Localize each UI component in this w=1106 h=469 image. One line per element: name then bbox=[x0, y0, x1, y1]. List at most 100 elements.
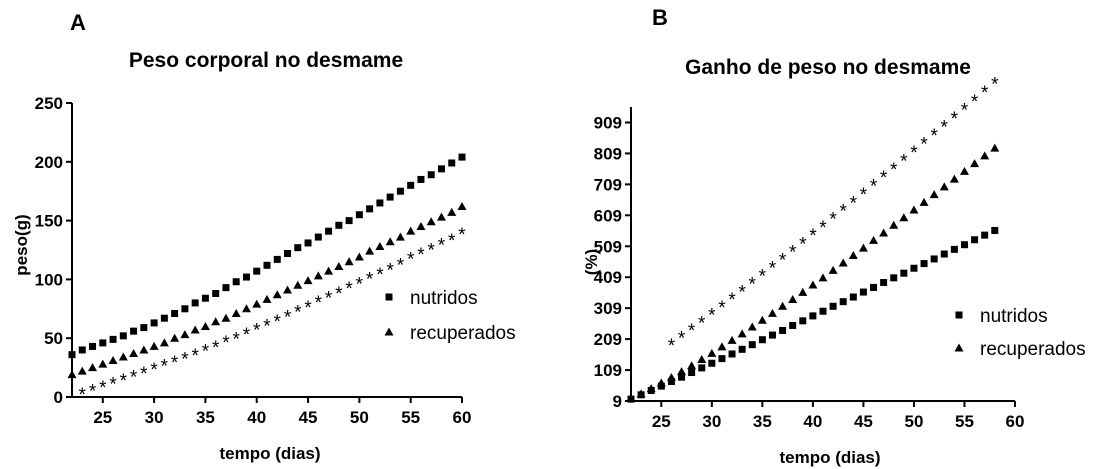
data-point-nutridos bbox=[150, 319, 158, 327]
data-point-nutridos bbox=[99, 339, 107, 347]
data-point-recuperados bbox=[67, 370, 77, 379]
data-point-nutridos bbox=[242, 273, 250, 281]
y-tick-label: 709 bbox=[594, 175, 622, 194]
data-point-recuperados bbox=[747, 322, 757, 331]
data-point-nutridos bbox=[325, 227, 333, 235]
data-point-recuperados bbox=[200, 321, 210, 330]
significance-star: * bbox=[263, 317, 271, 338]
significance-star: * bbox=[749, 274, 757, 295]
data-point-recuperados bbox=[283, 285, 293, 294]
data-point-nutridos bbox=[191, 299, 199, 307]
data-point-nutridos bbox=[738, 345, 746, 353]
y-tick-label: 309 bbox=[594, 299, 622, 318]
data-point-nutridos bbox=[890, 274, 898, 282]
significance-star: * bbox=[438, 236, 446, 257]
data-point-nutridos bbox=[971, 236, 979, 244]
data-point-recuperados bbox=[646, 384, 656, 393]
data-point-nutridos bbox=[160, 314, 168, 322]
data-point-recuperados bbox=[385, 237, 395, 246]
series-recuperados bbox=[67, 201, 467, 379]
data-point-recuperados bbox=[869, 235, 879, 244]
y-tick-label: 50 bbox=[44, 329, 63, 348]
data-point-nutridos bbox=[950, 245, 958, 253]
data-point-nutridos bbox=[366, 205, 374, 213]
significance-star: * bbox=[991, 74, 999, 95]
data-point-recuperados bbox=[180, 330, 190, 339]
data-point-nutridos bbox=[758, 336, 766, 344]
significance-star: * bbox=[222, 333, 230, 354]
panel-b-title: Ganho de peso no desmame bbox=[685, 56, 971, 79]
data-point-recuperados bbox=[858, 243, 868, 252]
significance-star: * bbox=[728, 290, 736, 311]
significance-star: * bbox=[769, 259, 777, 280]
data-point-nutridos bbox=[201, 294, 209, 302]
data-point-recuperados bbox=[272, 290, 282, 299]
data-point-nutridos bbox=[920, 260, 928, 268]
panel-b-y-axis-title: (%) bbox=[582, 249, 601, 275]
significance-star: * bbox=[171, 353, 179, 374]
panel-a-marks: * * * * * * * * * * * * * * * * * * * * * * * * * * * * * * * * * * * * * * bbox=[67, 153, 467, 406]
significance-star: * bbox=[870, 177, 878, 198]
data-point-nutridos bbox=[78, 346, 86, 354]
data-point-nutridos bbox=[698, 364, 706, 372]
data-point-nutridos bbox=[819, 307, 827, 315]
data-point-recuperados bbox=[788, 294, 798, 303]
x-tick-label: 40 bbox=[803, 412, 822, 431]
data-point-recuperados bbox=[939, 182, 949, 191]
significance-star: * bbox=[386, 260, 394, 281]
x-tick-label: 35 bbox=[753, 412, 772, 431]
y-tick-label: 409 bbox=[594, 268, 622, 287]
legend-marker-nutridos bbox=[385, 293, 393, 301]
data-point-nutridos bbox=[109, 335, 117, 343]
data-point-recuperados bbox=[324, 266, 334, 275]
data-point-recuperados bbox=[757, 315, 767, 324]
data-point-recuperados bbox=[159, 338, 169, 347]
significance-star: * bbox=[79, 385, 87, 406]
legend-marker-recuperados bbox=[954, 343, 964, 352]
data-point-recuperados bbox=[365, 246, 375, 255]
data-point-recuperados bbox=[828, 265, 838, 274]
panel-a-x-axis-title: tempo (dias) bbox=[219, 444, 320, 463]
data-point-nutridos bbox=[448, 159, 456, 167]
data-point-recuperados bbox=[241, 304, 251, 313]
y-tick-label: 150 bbox=[35, 212, 63, 231]
data-point-nutridos bbox=[376, 199, 384, 207]
significance-star: * bbox=[304, 298, 312, 319]
data-point-recuperados bbox=[231, 309, 241, 318]
data-point-nutridos bbox=[140, 324, 148, 332]
data-point-nutridos bbox=[960, 241, 968, 249]
significance-star: * bbox=[951, 109, 959, 130]
legend-marker-nutridos bbox=[955, 311, 963, 319]
data-point-nutridos bbox=[839, 298, 847, 306]
data-point-nutridos bbox=[222, 284, 230, 292]
significance-star: * bbox=[708, 306, 716, 327]
significance-star: * bbox=[850, 193, 858, 214]
significance-star: * bbox=[284, 307, 292, 328]
significance-star: * bbox=[417, 245, 425, 266]
x-tick-label: 35 bbox=[196, 408, 215, 427]
significance-star: * bbox=[191, 346, 199, 367]
data-point-recuperados bbox=[677, 367, 687, 376]
data-point-recuperados bbox=[77, 366, 87, 375]
data-point-recuperados bbox=[334, 261, 344, 270]
panel-a-axes: 0 50 100 150 200 250 25 30 35 40 45 50 55 60 bbox=[35, 94, 472, 427]
data-point-nutridos bbox=[314, 233, 322, 241]
significance-star: * bbox=[202, 341, 210, 362]
x-tick-label: 40 bbox=[247, 408, 266, 427]
significance-star: * bbox=[981, 83, 989, 104]
significance-star: * bbox=[900, 152, 908, 173]
significance-star: * bbox=[243, 325, 251, 346]
y-tick-label: 200 bbox=[35, 153, 63, 172]
data-point-nutridos bbox=[171, 310, 179, 318]
significance-star: * bbox=[294, 303, 302, 324]
data-point-recuperados bbox=[252, 299, 262, 308]
significance-star: * bbox=[89, 381, 97, 402]
data-point-recuperados bbox=[211, 317, 221, 326]
data-point-recuperados bbox=[436, 212, 446, 221]
panel-a-title: Peso corporal no desmame bbox=[129, 49, 403, 72]
y-tick-label: 209 bbox=[594, 330, 622, 349]
data-point-nutridos bbox=[870, 283, 878, 291]
data-point-nutridos bbox=[900, 269, 908, 277]
data-point-nutridos bbox=[859, 288, 867, 296]
significance-star: * bbox=[448, 231, 456, 252]
